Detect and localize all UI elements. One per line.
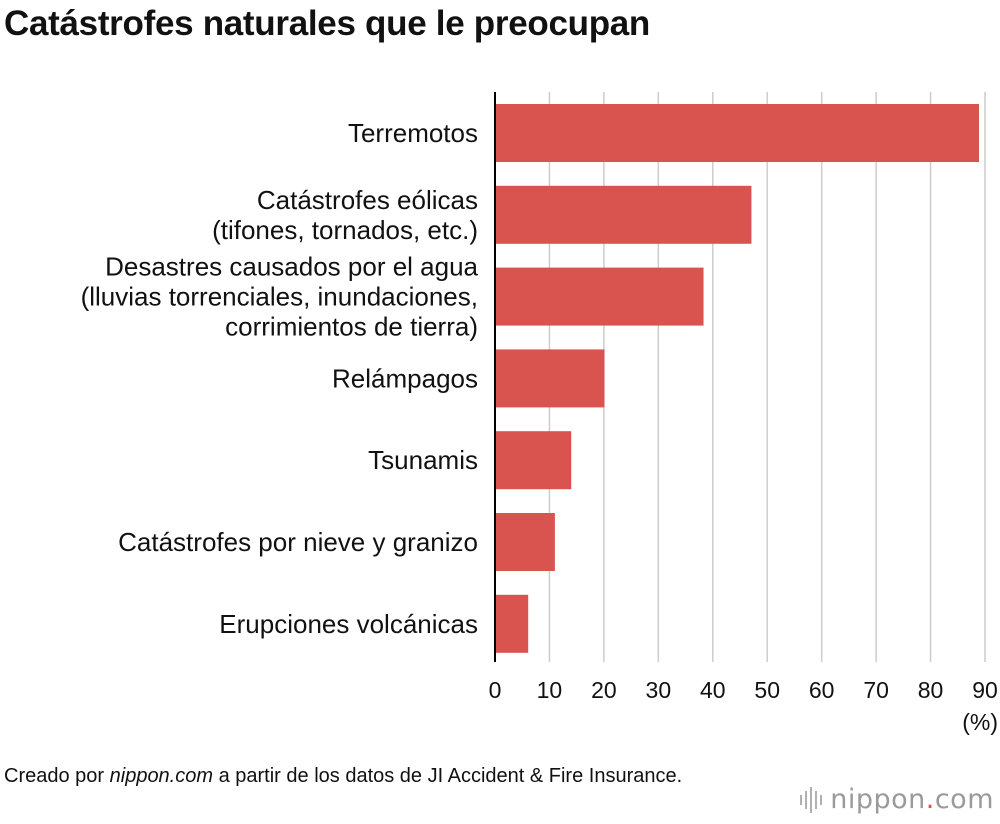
x-tick-label: 90 [972, 677, 998, 703]
category-label: Terremotos [348, 118, 478, 148]
category-label: (tifones, tornados, etc.) [212, 215, 478, 245]
bar [495, 104, 980, 162]
source-prefix: Creado por [4, 765, 110, 787]
category-label: Erupciones volcánicas [219, 609, 478, 639]
logo-text-com: com [934, 784, 994, 815]
bar [495, 267, 704, 326]
x-tick-label: 30 [646, 677, 672, 703]
x-tick-label: 60 [809, 677, 835, 703]
bar [495, 431, 572, 490]
x-tick-label: 40 [700, 677, 726, 703]
logo-bars-icon [800, 786, 823, 813]
category-label: Tsunamis [368, 445, 478, 475]
x-tick-label: 50 [754, 677, 780, 703]
bar [495, 349, 605, 408]
logo-dot: . [925, 784, 935, 815]
bar [495, 185, 752, 244]
category-label: (lluvias torrenciales, inundaciones, [81, 282, 478, 312]
source-site: nippon.com [109, 765, 214, 787]
source-suffix: a partir de los datos de JI Accident & F… [213, 765, 683, 787]
logo-text-nippon: nippon [830, 784, 926, 815]
chart-title: Catástrofes naturales que le preocupan [4, 4, 651, 43]
bar-chart: Terremotos Catástrofes eólicas(tifones, t… [81, 92, 998, 735]
bar [495, 513, 555, 571]
category-label: corrimientos de tierra) [225, 312, 478, 342]
x-tick-label: 0 [489, 677, 502, 703]
x-tick-label: 20 [591, 677, 617, 703]
category-label: Catástrofes por nieve y granizo [118, 527, 478, 557]
x-tick-label: 10 [537, 677, 563, 703]
category-label: Catástrofes eólicas [257, 185, 478, 215]
source-note: Creado por nippon.com a partir de los da… [4, 762, 724, 790]
x-tick-label: 70 [863, 677, 889, 703]
x-tick-label: 80 [918, 677, 944, 703]
nippon-logo: nippon. com [800, 784, 994, 815]
category-label: Relámpagos [332, 363, 478, 393]
bar [495, 594, 529, 653]
x-unit-label: (%) [962, 709, 998, 735]
category-label: Desastres causados por el agua [105, 252, 478, 282]
